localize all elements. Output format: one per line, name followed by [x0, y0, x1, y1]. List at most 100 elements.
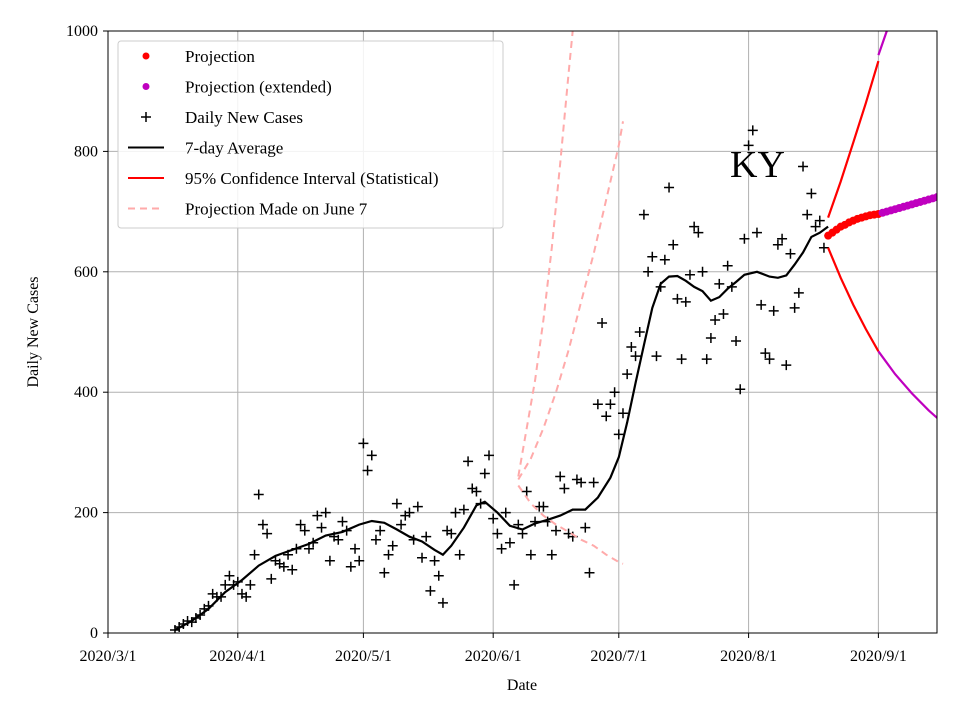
data-point	[722, 260, 733, 271]
y-tick-label: 800	[74, 143, 98, 160]
data-point	[257, 519, 268, 530]
data-point	[249, 549, 260, 560]
series-projection	[824, 210, 883, 240]
data-point	[785, 248, 796, 259]
data-point	[793, 287, 804, 298]
data-point	[772, 239, 783, 250]
data-point	[777, 233, 788, 244]
data-point	[241, 591, 252, 602]
state-annotation: KY	[730, 144, 785, 186]
data-point	[262, 528, 273, 539]
series-line	[827, 247, 880, 352]
tick-layer: 2020/3/1 2020/4/1 2020/5/1 2020/6/1 2020/7/1…	[66, 23, 907, 665]
series-7-day-average	[174, 225, 829, 631]
data-point	[689, 221, 700, 232]
data-point	[676, 354, 687, 365]
legend-label: 7-day Average	[185, 139, 283, 158]
data-point	[950, 188, 958, 196]
data-point	[433, 570, 444, 581]
data-point	[601, 411, 612, 422]
data-point	[471, 486, 482, 497]
data-point	[789, 302, 800, 313]
data-point	[802, 209, 813, 220]
data-point	[320, 507, 331, 518]
series-95-ci-upper-extended-	[877, 31, 888, 56]
data-point	[697, 266, 708, 277]
y-tick-label: 1000	[66, 23, 98, 40]
data-point	[684, 269, 695, 280]
data-point	[362, 465, 373, 476]
data-point	[454, 549, 465, 560]
y-tick-label: 600	[74, 264, 98, 281]
data-point	[370, 534, 381, 545]
data-point	[651, 351, 662, 362]
data-point	[559, 483, 570, 494]
legend: Projection Projection (extended) Daily New…	[117, 40, 504, 229]
data-point	[643, 266, 654, 277]
x-tick-label: 2020/9/1	[850, 648, 907, 665]
data-point	[806, 188, 817, 199]
data-point	[396, 519, 407, 530]
series-line	[517, 31, 574, 477]
data-point	[735, 384, 746, 395]
data-point	[810, 221, 821, 232]
data-point	[484, 450, 495, 461]
legend-box	[117, 40, 504, 229]
data-point	[333, 534, 344, 545]
data-point	[613, 429, 624, 440]
series-june-7-projection-upper	[517, 31, 574, 477]
x-tick-label: 2020/7/1	[590, 648, 647, 665]
data-point	[743, 140, 754, 151]
legend-label: 95% Confidence Interval (Statistical)	[185, 169, 439, 188]
data-point	[580, 522, 591, 533]
data-point	[714, 278, 725, 289]
data-point	[245, 579, 256, 590]
data-point	[781, 360, 792, 371]
data-point	[710, 314, 721, 325]
data-point	[756, 299, 767, 310]
data-point	[253, 489, 264, 500]
data-point	[437, 597, 448, 608]
data-point	[764, 354, 775, 365]
data-point	[937, 192, 945, 200]
data-point	[693, 227, 704, 238]
data-point	[576, 477, 587, 488]
x-axis-label: Date	[507, 677, 537, 694]
y-tick-label: 0	[90, 625, 98, 642]
series-line	[517, 484, 624, 565]
data-point	[220, 579, 231, 590]
data-point	[450, 507, 461, 518]
series-95-ci-lower-extended-	[877, 350, 937, 420]
data-point	[546, 549, 557, 560]
data-point	[597, 317, 608, 328]
data-point	[538, 501, 549, 512]
series-line	[877, 350, 937, 420]
data-point	[634, 327, 645, 337]
data-point	[500, 507, 511, 518]
data-point	[421, 531, 432, 542]
data-point	[496, 543, 507, 554]
data-point	[350, 543, 361, 554]
series-95-ci-upper	[827, 60, 880, 218]
data-point	[592, 399, 603, 410]
series-95-ci-lower	[827, 247, 880, 352]
data-point	[630, 351, 641, 362]
data-point	[638, 209, 649, 220]
series-line	[174, 225, 829, 631]
y-axis-label: Daily New Cases	[25, 276, 42, 387]
data-point	[550, 525, 561, 536]
data-point	[375, 525, 386, 536]
data-point	[668, 239, 679, 250]
x-tick-label: 2020/8/1	[720, 648, 777, 665]
data-point	[739, 233, 750, 244]
data-point	[617, 408, 628, 419]
x-tick-label: 2020/5/1	[335, 648, 392, 665]
data-point	[509, 579, 520, 590]
data-point	[417, 552, 428, 563]
data-point	[379, 567, 390, 578]
data-point	[664, 182, 675, 193]
data-point	[492, 528, 503, 539]
data-point	[358, 438, 369, 449]
data-point	[299, 525, 310, 536]
